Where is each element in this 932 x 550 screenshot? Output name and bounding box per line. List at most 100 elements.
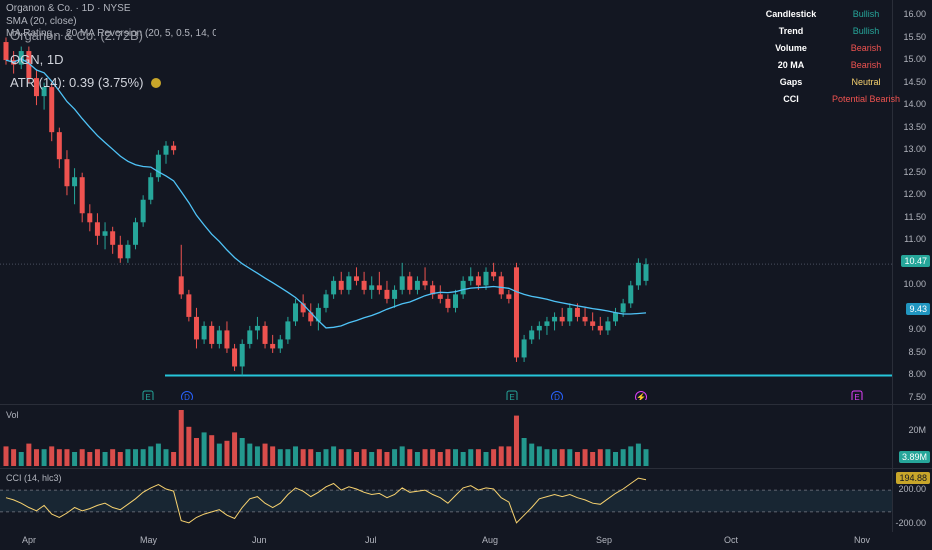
candle-body [361, 280, 367, 290]
event-marker-dividend: D [551, 391, 563, 400]
volume-bar [117, 452, 123, 466]
signal-label: Trend [778, 26, 804, 36]
volume-bar [72, 452, 78, 466]
price-axis-tick: 9.00 [908, 324, 926, 335]
candle-body [64, 159, 70, 187]
volume-bar [171, 452, 177, 466]
candle-body [422, 280, 428, 286]
candle-body [171, 145, 177, 151]
pane-divider[interactable] [0, 468, 932, 469]
signal-label: Candlestick [765, 9, 817, 19]
candle-body [628, 285, 634, 304]
event-marker-text: ⚡ [636, 392, 646, 400]
candle-body [41, 87, 47, 97]
candle-body [513, 267, 519, 358]
candle-body [300, 303, 306, 313]
sma-legend[interactable]: SMA (20, close) [6, 16, 77, 27]
volume-bar [56, 449, 62, 466]
price-axis-tick: 14.50 [903, 76, 926, 87]
candle-body [72, 177, 78, 187]
candle-body [460, 280, 466, 295]
candle-body [18, 51, 24, 65]
candle-body [178, 276, 184, 295]
volume-bar [201, 432, 207, 466]
volume-bar [430, 449, 436, 466]
candle-body [125, 244, 131, 259]
candle-body [521, 339, 527, 358]
cci-pane-label[interactable]: CCI (14, hlc3) [6, 473, 62, 483]
volume-bar [521, 438, 527, 466]
volume-bar [33, 449, 39, 466]
price-axis-tick: 14.00 [903, 99, 926, 110]
candle-body [110, 231, 116, 245]
candle-body [399, 276, 405, 290]
symbol-legend[interactable]: Organon & Co. · 1D · NYSE [6, 3, 131, 14]
candle-body [430, 285, 436, 295]
price-axis-tick: 12.50 [903, 166, 926, 177]
volume-bar [193, 438, 199, 466]
volume-bar [163, 449, 169, 466]
volume-bar [513, 415, 519, 466]
event-marker-split: ⚡ [635, 391, 647, 400]
candle-body [79, 177, 85, 214]
volume-bar [552, 449, 558, 466]
date-tick: Apr [22, 535, 37, 545]
volume-bar [216, 443, 222, 466]
price-chart[interactable]: E D E D ⚡ E [0, 0, 892, 400]
candle-body [224, 330, 230, 349]
candle-body [643, 264, 649, 281]
candle-body [140, 199, 146, 223]
signal-row: Candlestick Bullish [762, 9, 912, 25]
candle-body [117, 244, 123, 259]
event-marker-text: D [184, 393, 190, 400]
volume-pane-label[interactable]: Vol [6, 410, 19, 420]
volume-bar [414, 452, 420, 466]
cci-axis-tick-up: 200.00 [898, 484, 926, 494]
price-axis-tick: 13.00 [903, 144, 926, 155]
candle-body [3, 42, 9, 61]
candle-body [468, 276, 474, 281]
volume-bar [613, 452, 619, 466]
volume-bar [582, 449, 588, 466]
volume-bar [346, 449, 352, 466]
volume-bar [11, 449, 17, 466]
candle-body [133, 222, 139, 245]
volume-bar [277, 449, 283, 466]
date-tick: May [140, 535, 158, 545]
candle-body [148, 177, 154, 200]
candle-body [155, 154, 161, 178]
volume-bar [635, 443, 641, 466]
event-marker-text: E [509, 393, 514, 400]
candle-body [285, 321, 291, 340]
candle-body [346, 276, 352, 290]
volume-bar [605, 449, 611, 466]
volume-bar [140, 449, 146, 466]
volume-bar [506, 446, 512, 466]
candle-body [193, 316, 199, 340]
signal-row: Gaps Neutral [762, 77, 912, 93]
volume-bar [110, 449, 116, 466]
candle-body [232, 348, 238, 367]
volume-bar [155, 443, 161, 466]
date-tick: Oct [724, 535, 739, 545]
candle-body [445, 298, 451, 308]
signal-value: Bearish [850, 43, 882, 53]
event-marker-frame [551, 391, 563, 400]
event-marker-text: E [145, 393, 150, 400]
volume-bar [79, 449, 85, 466]
signal-row: Trend Bullish [762, 26, 912, 42]
candle-body [620, 303, 626, 313]
candle-body [353, 276, 359, 281]
volume-bar [133, 449, 139, 466]
candle-body [498, 276, 504, 295]
volume-bar [49, 446, 55, 466]
pane-divider[interactable] [0, 404, 932, 405]
candle-body [475, 276, 481, 286]
signal-row: 20 MA Bearish [762, 60, 912, 76]
signal-row: CCI Potential Bearish [762, 94, 912, 110]
volume-bar [125, 449, 131, 466]
volume-bar [18, 452, 24, 466]
candle-body [597, 325, 603, 331]
price-axis-tick: 15.50 [903, 31, 926, 42]
ma-reversion-legend[interactable]: MA Rating ... 20 MA Reversion (20, 5, 0.… [6, 28, 216, 39]
